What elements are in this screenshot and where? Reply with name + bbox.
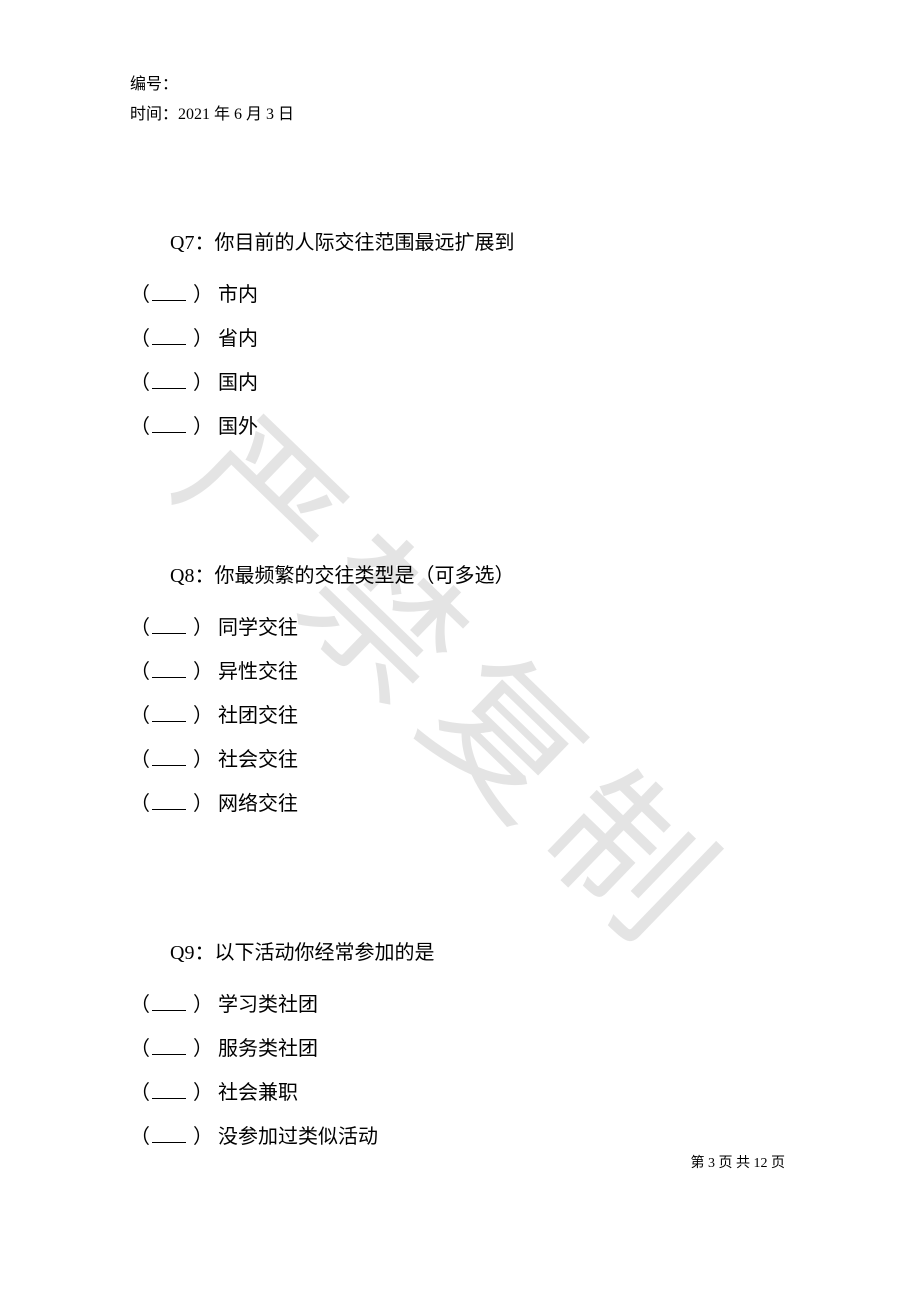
option-row: （ ） 社会交往 <box>130 738 790 782</box>
option-label: 服务类社团 <box>218 1038 318 1060</box>
question-title: Q9：以下活动你经常参加的是 <box>170 936 790 965</box>
checkbox-blank[interactable] <box>152 282 186 301</box>
checkbox-blank[interactable] <box>152 659 186 678</box>
option-row: （ ） 服务类社团 <box>130 1027 790 1071</box>
option-row: （ ） 学习类社团 <box>130 983 790 1027</box>
checkbox-blank[interactable] <box>152 747 186 766</box>
option-row: （ ） 社团交往 <box>130 694 790 738</box>
checkbox-blank[interactable] <box>152 414 186 433</box>
option-label: 网络交往 <box>218 793 298 815</box>
question-title: Q7：你目前的人际交往范围最远扩展到 <box>170 226 790 255</box>
option-row: （ ） 国外 <box>130 405 790 449</box>
option-row: （ ） 市内 <box>130 273 790 317</box>
question-title: Q8：你最频繁的交往类型是（可多选） <box>170 559 790 588</box>
option-row: （ ） 国内 <box>130 361 790 405</box>
option-label: 国外 <box>218 416 258 438</box>
option-label: 异性交往 <box>218 661 298 683</box>
option-label: 同学交往 <box>218 617 298 639</box>
checkbox-blank[interactable] <box>152 791 186 810</box>
checkbox-blank[interactable] <box>152 1124 186 1143</box>
option-label: 社团交往 <box>218 705 298 727</box>
questions-container: Q7：你目前的人际交往范围最远扩展到 （ ） 市内 （ ） 省内 （ ） 国内 … <box>130 226 790 1159</box>
option-row: （ ） 网络交往 <box>130 782 790 826</box>
header-id-label: 编号： <box>130 76 178 93</box>
header-date-value: 2021 年 6 月 3 日 <box>178 106 294 123</box>
option-row: （ ） 没参加过类似活动 <box>130 1115 790 1159</box>
question-block: Q9：以下活动你经常参加的是 （ ） 学习类社团 （ ） 服务类社团 （ ） 社… <box>130 936 790 1159</box>
option-label: 省内 <box>218 328 258 350</box>
checkbox-blank[interactable] <box>152 615 186 634</box>
option-label: 市内 <box>218 284 258 306</box>
option-label: 社会交往 <box>218 749 298 771</box>
option-label: 没参加过类似活动 <box>218 1126 378 1148</box>
checkbox-blank[interactable] <box>152 370 186 389</box>
option-label: 国内 <box>218 372 258 394</box>
checkbox-blank[interactable] <box>152 326 186 345</box>
question-block: Q7：你目前的人际交往范围最远扩展到 （ ） 市内 （ ） 省内 （ ） 国内 … <box>130 226 790 449</box>
header-id-line: 编号： <box>130 70 790 100</box>
checkbox-blank[interactable] <box>152 992 186 1011</box>
header-date-line: 时间：2021 年 6 月 3 日 <box>130 100 790 130</box>
header-date-label: 时间： <box>130 106 178 123</box>
question-block: Q8：你最频繁的交往类型是（可多选） （ ） 同学交往 （ ） 异性交往 （ ）… <box>130 559 790 826</box>
option-row: （ ） 同学交往 <box>130 606 790 650</box>
checkbox-blank[interactable] <box>152 703 186 722</box>
option-row: （ ） 异性交往 <box>130 650 790 694</box>
option-label: 学习类社团 <box>218 994 318 1016</box>
option-label: 社会兼职 <box>218 1082 298 1104</box>
option-row: （ ） 省内 <box>130 317 790 361</box>
checkbox-blank[interactable] <box>152 1036 186 1055</box>
checkbox-blank[interactable] <box>152 1080 186 1099</box>
option-row: （ ） 社会兼职 <box>130 1071 790 1115</box>
